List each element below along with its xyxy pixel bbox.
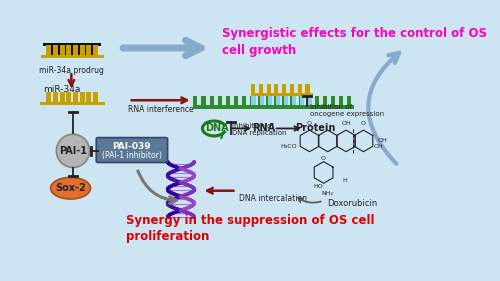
Bar bbox=[250, 93, 313, 96]
Bar bbox=[53, 45, 58, 55]
Bar bbox=[43, 43, 101, 46]
Bar bbox=[93, 45, 98, 55]
Bar bbox=[80, 45, 84, 55]
Bar bbox=[70, 46, 74, 58]
Bar bbox=[66, 45, 71, 55]
Text: OH: OH bbox=[341, 121, 351, 126]
Text: H: H bbox=[342, 178, 346, 183]
Bar bbox=[56, 46, 62, 58]
Text: PAI-1: PAI-1 bbox=[59, 146, 87, 156]
FancyBboxPatch shape bbox=[96, 138, 168, 162]
Bar bbox=[60, 45, 64, 55]
Bar bbox=[250, 96, 254, 105]
Bar bbox=[66, 92, 71, 102]
Bar bbox=[46, 45, 52, 55]
Text: (PAI-1 inhibitor): (PAI-1 inhibitor) bbox=[102, 151, 162, 160]
Bar bbox=[284, 96, 288, 105]
Text: RNA interference: RNA interference bbox=[128, 105, 194, 114]
Bar bbox=[274, 96, 278, 105]
Text: Synergy in the suppression of OS cell
proliferation: Synergy in the suppression of OS cell pr… bbox=[126, 214, 374, 243]
Bar bbox=[251, 85, 255, 93]
Bar bbox=[339, 96, 343, 105]
Text: OH: OH bbox=[374, 144, 383, 149]
Text: miR-34a: miR-34a bbox=[44, 85, 81, 94]
Text: OH: OH bbox=[378, 139, 388, 143]
Bar bbox=[242, 96, 246, 105]
Bar bbox=[323, 96, 327, 105]
Bar bbox=[90, 46, 94, 58]
Bar bbox=[298, 96, 302, 105]
Bar bbox=[46, 92, 52, 102]
Bar bbox=[86, 92, 92, 102]
Bar bbox=[40, 55, 104, 58]
Text: Inhibition of
oncogene expression: Inhibition of oncogene expression bbox=[310, 105, 384, 117]
Bar bbox=[50, 46, 55, 58]
Text: RNA: RNA bbox=[252, 123, 276, 133]
Text: O: O bbox=[307, 121, 312, 126]
Bar bbox=[306, 96, 311, 105]
Bar bbox=[308, 96, 312, 105]
Bar bbox=[292, 96, 296, 105]
Bar bbox=[73, 45, 78, 55]
Bar bbox=[282, 85, 286, 93]
Bar bbox=[290, 96, 294, 105]
Bar bbox=[76, 46, 82, 58]
Text: Protein: Protein bbox=[295, 123, 336, 133]
Bar bbox=[210, 96, 214, 105]
Bar bbox=[290, 85, 294, 93]
Bar bbox=[202, 96, 205, 105]
Bar bbox=[80, 92, 84, 102]
Text: O: O bbox=[361, 121, 366, 126]
Text: Doxorubicin: Doxorubicin bbox=[328, 199, 378, 208]
Bar bbox=[60, 92, 64, 102]
Bar bbox=[218, 96, 222, 105]
Bar bbox=[192, 105, 354, 109]
Bar bbox=[53, 92, 58, 102]
Bar bbox=[266, 85, 270, 93]
Bar bbox=[298, 85, 302, 93]
Text: O: O bbox=[321, 156, 326, 161]
Bar bbox=[194, 96, 198, 105]
Text: NH₂: NH₂ bbox=[322, 191, 334, 196]
Bar bbox=[314, 96, 319, 105]
Text: miR-34a prodrug: miR-34a prodrug bbox=[39, 66, 104, 75]
Bar bbox=[73, 92, 78, 102]
Text: PAI-039: PAI-039 bbox=[112, 142, 151, 151]
Circle shape bbox=[56, 134, 90, 167]
Bar bbox=[83, 46, 88, 58]
Bar bbox=[274, 85, 278, 93]
Text: HO: HO bbox=[314, 184, 324, 189]
Text: Inhibition of
DNA replication: Inhibition of DNA replication bbox=[232, 123, 287, 136]
Bar bbox=[259, 85, 263, 93]
Bar bbox=[306, 85, 310, 93]
Text: H₃CO: H₃CO bbox=[280, 144, 297, 149]
Text: DNA: DNA bbox=[206, 123, 229, 133]
Bar bbox=[331, 96, 335, 105]
Bar bbox=[266, 96, 270, 105]
Bar bbox=[226, 96, 230, 105]
Bar bbox=[347, 96, 351, 105]
Bar bbox=[258, 96, 262, 105]
Bar bbox=[276, 96, 280, 105]
Bar bbox=[234, 96, 238, 105]
Bar bbox=[268, 96, 272, 105]
Bar bbox=[260, 96, 264, 105]
Bar bbox=[252, 96, 256, 105]
Bar bbox=[63, 46, 68, 58]
Text: DNA intercalation: DNA intercalation bbox=[239, 194, 307, 203]
Ellipse shape bbox=[50, 177, 90, 199]
Text: Synergistic effects for the control of OS
cell growth: Synergistic effects for the control of O… bbox=[222, 27, 488, 57]
Bar bbox=[282, 96, 286, 105]
Bar bbox=[86, 45, 92, 55]
Bar bbox=[40, 102, 104, 105]
Bar bbox=[300, 96, 304, 105]
Text: Sox-2: Sox-2 bbox=[55, 183, 86, 193]
Bar bbox=[93, 92, 98, 102]
